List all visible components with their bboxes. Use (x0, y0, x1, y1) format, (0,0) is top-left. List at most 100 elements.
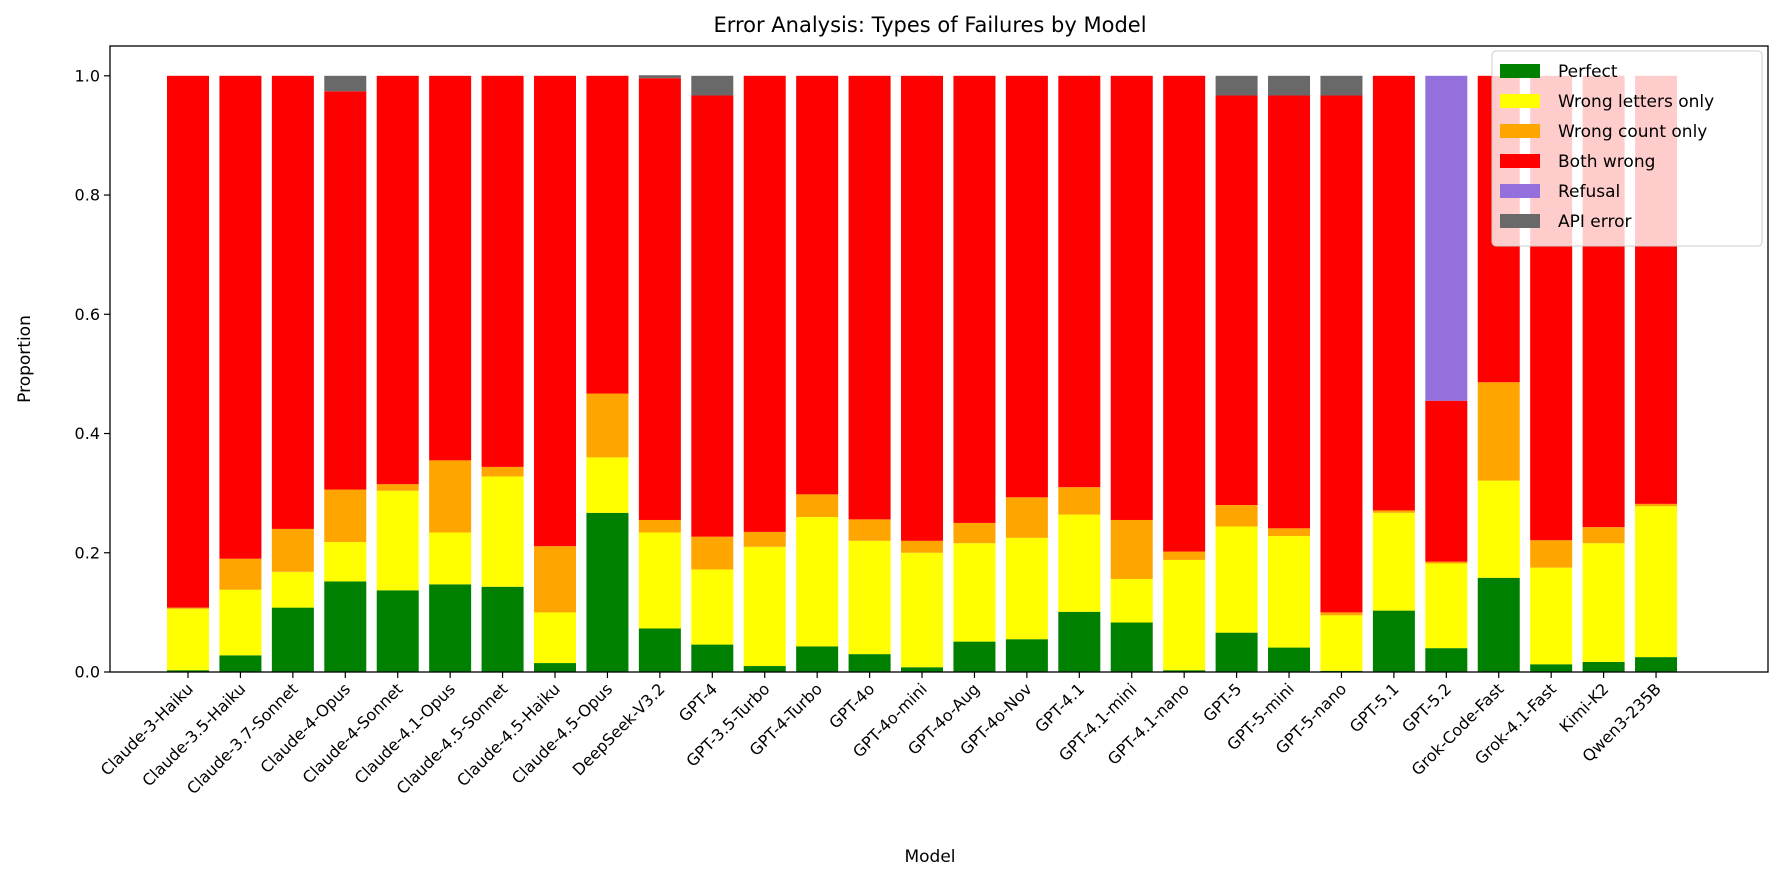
plot-area (167, 75, 1678, 672)
bar-gpt-5-mini-wrong-count-only (1268, 528, 1311, 537)
bar-gpt-5-1-both-wrong (1372, 75, 1415, 511)
bar-claude-4-1-opus-perfect (429, 584, 472, 672)
bar-claude-3-5-haiku-wrong-letters-only (219, 589, 262, 656)
bar-claude-4-sonnet-both-wrong (376, 75, 419, 485)
bar-gpt-4o-aug-wrong-letters-only (953, 543, 996, 642)
bar-gpt-5-nano-both-wrong (1320, 95, 1363, 613)
x-tick-label-claude-3-haiku: Claude-3-Haiku (97, 679, 197, 779)
bar-claude-4-sonnet-perfect (376, 590, 419, 672)
bar-grok-code-fast-perfect (1477, 577, 1520, 672)
bar-gpt-4o-aug-wrong-count-only (953, 522, 996, 544)
bar-claude-3-haiku-wrong-letters-only (167, 608, 209, 671)
bar-gpt-5-api-error (1215, 75, 1258, 96)
bar-claude-4-sonnet-wrong-count-only (376, 484, 419, 491)
bar-claude-3-5-haiku-perfect (219, 655, 262, 672)
legend-label-api-error: API error (1558, 212, 1631, 232)
bar-gpt-5-2-both-wrong (1425, 400, 1468, 562)
bar-gpt-4o-aug-perfect (953, 641, 996, 672)
bar-claude-4-5-haiku-wrong-letters-only (534, 612, 577, 664)
bar-claude-4-opus-both-wrong (324, 91, 367, 490)
bar-claude-4-1-opus-both-wrong (429, 75, 472, 461)
bar-gpt-5-2-wrong-count-only (1425, 561, 1468, 564)
bar-claude-4-opus-api-error (324, 75, 367, 92)
bar-deepseek-v3-2-wrong-count-only (638, 519, 681, 533)
bar-grok-code-fast-wrong-letters-only (1477, 480, 1520, 578)
bar-grok-4-1-fast-wrong-letters-only (1530, 567, 1573, 665)
bar-gpt-4o-nov-wrong-letters-only (1005, 537, 1048, 640)
bar-claude-4-5-sonnet-wrong-letters-only (481, 476, 524, 587)
legend-swatch-wrong-count-only (1500, 124, 1540, 138)
x-tick-label-gpt-4: GPT-4 (675, 679, 721, 725)
bar-gpt-5-perfect (1215, 632, 1258, 672)
bar-gpt-5-2-refusal (1425, 75, 1468, 401)
y-tick-label: 0.6 (75, 305, 100, 324)
legend-label-both-wrong: Both wrong (1558, 152, 1655, 172)
x-tick-label-gpt-5-1: GPT-5.1 (1346, 679, 1403, 736)
bar-claude-4-5-sonnet-both-wrong (481, 75, 524, 467)
bar-claude-3-haiku-both-wrong (167, 75, 209, 608)
bar-gpt-5-1-wrong-count-only (1372, 510, 1415, 513)
bar-gpt-4-wrong-letters-only (691, 569, 734, 645)
y-tick-label: 0.4 (75, 424, 100, 443)
x-tick-label-grok-code-fast: Grok-Code-Fast (1408, 679, 1508, 779)
bar-gpt-4o-both-wrong (848, 75, 891, 520)
bar-claude-4-5-opus-both-wrong (586, 75, 629, 394)
legend: Perfect Wrong letters only Wrong count onl… (1491, 50, 1763, 247)
bar-gpt-4o-mini-both-wrong (901, 75, 944, 541)
bar-deepseek-v3-2-wrong-letters-only (638, 532, 681, 629)
bar-gpt-5-mini-both-wrong (1268, 95, 1311, 529)
bar-claude-4-5-haiku-both-wrong (534, 75, 577, 547)
bar-gpt-4-1-mini-wrong-count-only (1110, 519, 1153, 579)
y-tick-label: 0.8 (75, 186, 100, 205)
bar-gpt-4-1-nano-both-wrong (1163, 75, 1206, 552)
bar-kimi-k2-wrong-count-only (1582, 527, 1625, 544)
bar-gpt-5-2-wrong-letters-only (1425, 563, 1468, 649)
bar-claude-4-opus-wrong-count-only (324, 489, 367, 543)
bar-gpt-4o-wrong-letters-only (848, 540, 891, 655)
bar-gpt-4-1-wrong-letters-only (1058, 514, 1101, 612)
bar-deepseek-v3-2-perfect (638, 628, 681, 672)
x-tick-label-gpt-4o: GPT-4o (825, 679, 878, 732)
bar-gpt-5-nano-wrong-letters-only (1320, 615, 1363, 671)
bar-gpt-3-5-turbo-wrong-count-only (743, 531, 786, 547)
bar-claude-3-5-haiku-wrong-count-only (219, 558, 262, 590)
bar-kimi-k2-wrong-letters-only (1582, 543, 1625, 662)
bar-gpt-5-1-wrong-letters-only (1372, 512, 1415, 611)
bar-claude-4-1-opus-wrong-letters-only (429, 532, 472, 585)
bar-gpt-4-1-nano-wrong-count-only (1163, 551, 1206, 560)
bar-claude-4-1-opus-wrong-count-only (429, 460, 472, 533)
bar-gpt-5-nano-wrong-count-only (1320, 612, 1363, 616)
legend-swatch-perfect (1500, 64, 1540, 78)
legend-swatch-refusal (1500, 184, 1540, 198)
bar-gpt-5-wrong-count-only (1215, 505, 1258, 527)
bar-claude-4-sonnet-wrong-letters-only (376, 490, 419, 591)
bar-claude-3-7-sonnet-wrong-count-only (271, 528, 314, 572)
chart-title: Error Analysis: Types of Failures by Mod… (713, 13, 1146, 37)
bar-claude-4-opus-wrong-letters-only (324, 542, 367, 582)
bar-gpt-4-1-mini-wrong-letters-only (1110, 578, 1153, 623)
bar-claude-4-5-sonnet-perfect (481, 586, 524, 672)
y-tick-label: 0.0 (75, 663, 100, 682)
bar-gpt-4o-aug-both-wrong (953, 75, 996, 523)
legend-swatch-api-error (1500, 214, 1540, 228)
x-tick-label-claude-4-opus: Claude-4-Opus (257, 679, 355, 777)
bar-claude-4-opus-perfect (324, 581, 367, 672)
bar-gpt-4-1-both-wrong (1058, 75, 1101, 488)
plot-frame (109, 45, 1769, 673)
legend-swatch-both-wrong (1500, 154, 1540, 168)
bar-gpt-5-wrong-letters-only (1215, 526, 1258, 633)
bar-claude-4-5-opus-wrong-letters-only (586, 457, 629, 513)
x-axis-label: Model (904, 847, 955, 867)
x-tick-label-gpt-5: GPT-5 (1199, 679, 1245, 725)
legend-label-perfect: Perfect (1558, 62, 1618, 82)
bar-claude-3-haiku-perfect (167, 670, 209, 672)
bar-gpt-3-5-turbo-perfect (743, 666, 786, 672)
bar-qwen3-235b-perfect (1635, 657, 1678, 672)
bar-gpt-5-1-perfect (1372, 610, 1415, 672)
bar-gpt-5-mini-perfect (1268, 647, 1311, 672)
legend-label-refusal: Refusal (1558, 182, 1620, 202)
bar-gpt-4-turbo-wrong-count-only (796, 494, 839, 517)
bar-gpt-4-turbo-both-wrong (796, 75, 839, 495)
x-tick-label-deepseek-v3-2: DeepSeek-V3.2 (569, 679, 669, 779)
